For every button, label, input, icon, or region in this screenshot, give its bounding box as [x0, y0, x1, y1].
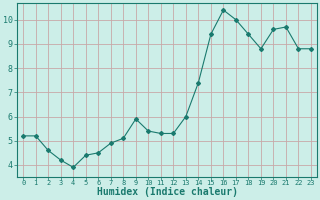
X-axis label: Humidex (Indice chaleur): Humidex (Indice chaleur): [97, 187, 237, 197]
